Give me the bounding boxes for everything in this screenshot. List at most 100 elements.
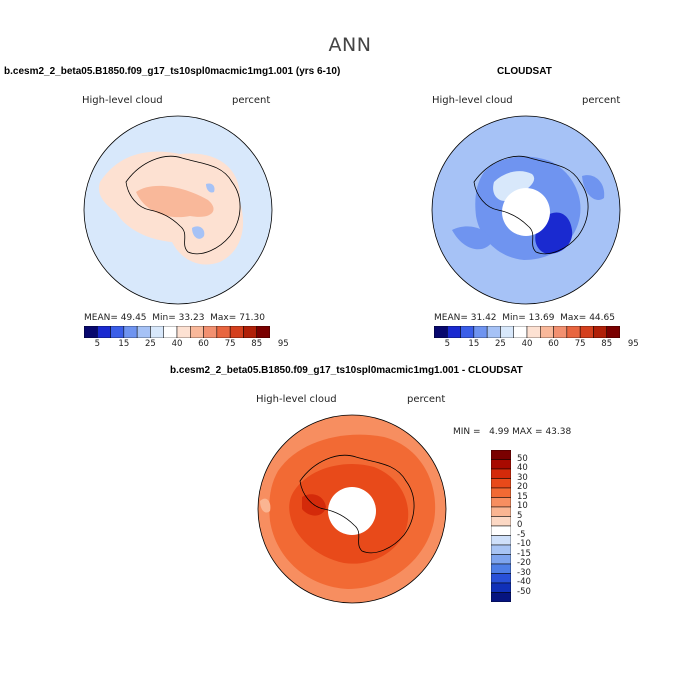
panel1-colorbar-box-9 <box>203 326 218 338</box>
panel3-colorbar-box-5 <box>491 497 511 508</box>
panel2-colorbar-tick-label: 40 <box>521 339 533 349</box>
panel3-colorbar-tick-label: -50 <box>517 586 531 597</box>
panel3-colorbar-box-10 <box>491 544 511 555</box>
panel1-colorbar-box-2 <box>110 326 125 338</box>
panel3-title: b.cesm2_2_beta05.B1850.f09_g17_ts10spl0m… <box>170 365 523 376</box>
panel1-colorbar-tick-label: 85 <box>251 339 263 349</box>
panel3-colorbar-tick-label: -20 <box>517 558 531 568</box>
panel2-colorbar-box-7 <box>526 326 541 338</box>
panel1-colorbar-box-8 <box>190 326 204 338</box>
panel2-colorbar-tick-label: 95 <box>627 339 639 349</box>
panel3-colorbar-box-3 <box>491 478 511 489</box>
panel1-colorbar-box-7 <box>176 326 191 338</box>
panel1-min-label: Min= <box>152 313 176 323</box>
panel3-colorbar-box-13 <box>491 573 511 584</box>
panel1-colorbar-tick-label: 40 <box>171 339 183 349</box>
panel1-max-value: 71.30 <box>239 313 265 323</box>
panel3-colorbar-box-4 <box>491 487 511 498</box>
panel1-max-label: Max= <box>210 313 237 323</box>
panel2-variable: High-level cloud <box>432 95 513 106</box>
panel2-title: CLOUDSAT <box>497 66 552 77</box>
panel2-colorbar <box>434 326 620 338</box>
panel1-mean-label: MEAN= <box>84 313 118 323</box>
panel2-colorbar-box-2 <box>460 326 475 338</box>
panel2-no-data-hole <box>502 188 550 236</box>
panel3-colorbar-box-8 <box>491 525 511 536</box>
panel2-colorbar-tick-label: 60 <box>548 339 559 349</box>
panel1-colorbar-box-5 <box>150 326 164 338</box>
panel1-colorbar-box-3 <box>123 326 138 338</box>
panel1-coastline <box>125 155 241 255</box>
panel3-colorbar-tick-label: 40 <box>517 463 528 473</box>
panel1-colorbar-tick-label: 95 <box>277 339 289 349</box>
panel3-colorbar-box-6 <box>491 506 511 517</box>
panel1-colorbar-tick-label: 25 <box>145 339 156 349</box>
panel1-colorbar-tick-label: 15 <box>118 339 130 349</box>
panel1-colorbar <box>84 326 270 338</box>
main-title: ANN <box>328 34 372 56</box>
panel2-colorbar-tick-label: 15 <box>468 339 480 349</box>
panel3-colorbar-ticks: 50 40 30 20 15 10 5 0 -5 -10 -15 -20 -30 -40 -50 <box>515 450 555 602</box>
panel2-colorbar-box-1 <box>447 326 461 338</box>
panel2-colorbar-box-3 <box>473 326 488 338</box>
panel1-colorbar-tick-label: 75 <box>224 339 236 349</box>
panel3-variable: High-level cloud <box>256 394 337 405</box>
panel3-colorbar-box-7 <box>491 516 511 527</box>
panel3-colorbar-tick-label: -30 <box>517 567 531 578</box>
panel2-colorbar-tick-label: 75 <box>574 339 586 349</box>
panel1-colorbar-box-6 <box>163 326 178 338</box>
panel2-colorbar-tick-label: 5 <box>444 339 450 349</box>
panel3-colorbar-tick-label: 50 <box>517 453 528 464</box>
panel1-colorbar-box-11 <box>229 326 244 338</box>
panel1-colorbar-box-13 <box>256 326 270 338</box>
panel1-polar-map <box>83 115 273 305</box>
panel1-colorbar-box-4 <box>136 326 151 338</box>
panel1-units: percent <box>232 95 271 106</box>
panel1-min-value: 33.23 <box>178 313 205 323</box>
panel3-colorbar-tick-label: 10 <box>517 501 528 511</box>
panel1-stats: MEAN= 49.45 Min= 33.23 Max= 71.30 <box>84 313 265 323</box>
panel2-colorbar-box-5 <box>500 326 514 338</box>
panel1-variable: High-level cloud <box>82 95 163 106</box>
panel1-low-cloud-patch-2 <box>206 183 215 193</box>
panel3-colorbar-tick-label: 15 <box>517 491 528 502</box>
panel2-min-value: 13.69 <box>528 313 555 323</box>
panel1-mean-value: 49.45 <box>120 313 147 323</box>
panel3-colorbar-box-15 <box>491 592 511 602</box>
panel2-colorbar-tick-label: 25 <box>495 339 506 349</box>
panel1-colorbar-box-0 <box>84 326 98 338</box>
panel3-no-data-hole <box>328 487 376 535</box>
panel3-colorbar-box-12 <box>491 563 511 574</box>
panel1-colorbar-box-10 <box>216 326 231 338</box>
panel3-colorbar <box>491 450 511 602</box>
panel2-colorbar-box-6 <box>513 326 528 338</box>
panel1-colorbar-tick-label: 60 <box>198 339 209 349</box>
panel2-polar-map <box>431 115 621 305</box>
panel3-min-label: MIN = <box>453 427 481 437</box>
panel3-colorbar-tick-label: 20 <box>517 482 528 492</box>
panel3-colorbar-tick-label: -5 <box>517 529 526 540</box>
panel2-colorbar-box-13 <box>606 326 620 338</box>
panel2-stats: MEAN= 31.42 Min= 13.69 Max= 44.65 <box>434 313 615 323</box>
panel2-colorbar-box-8 <box>540 326 554 338</box>
panel2-blue-patch <box>452 226 492 250</box>
panel2-max-label: Max= <box>560 313 587 323</box>
panel3-max-value: 43.38 <box>545 427 572 437</box>
panel3-map-border <box>257 414 447 604</box>
panel2-colorbar-box-0 <box>434 326 448 338</box>
panel3-units: percent <box>407 394 446 405</box>
panel2-coastline <box>473 155 589 255</box>
panel1-colorbar-ticks: 5 15 25 40 60 75 85 95 <box>84 339 289 351</box>
panel3-polar-map <box>257 414 447 604</box>
panel3-stats: MIN = 4.99 MAX = 43.38 <box>453 427 571 437</box>
panel2-map-border <box>431 115 621 305</box>
panel3-colorbar-box-1 <box>491 459 511 470</box>
panel2-colorbar-tick-label: 85 <box>601 339 613 349</box>
panel1-map-border <box>83 115 273 305</box>
panel3-coastline <box>299 454 415 554</box>
panel3-colorbar-box-0 <box>491 450 511 460</box>
panel2-colorbar-box-10 <box>566 326 581 338</box>
panel3-light-patch <box>260 498 271 513</box>
panel3-colorbar-tick-label: -10 <box>517 539 531 549</box>
panel3-colorbar-box-2 <box>491 468 511 479</box>
